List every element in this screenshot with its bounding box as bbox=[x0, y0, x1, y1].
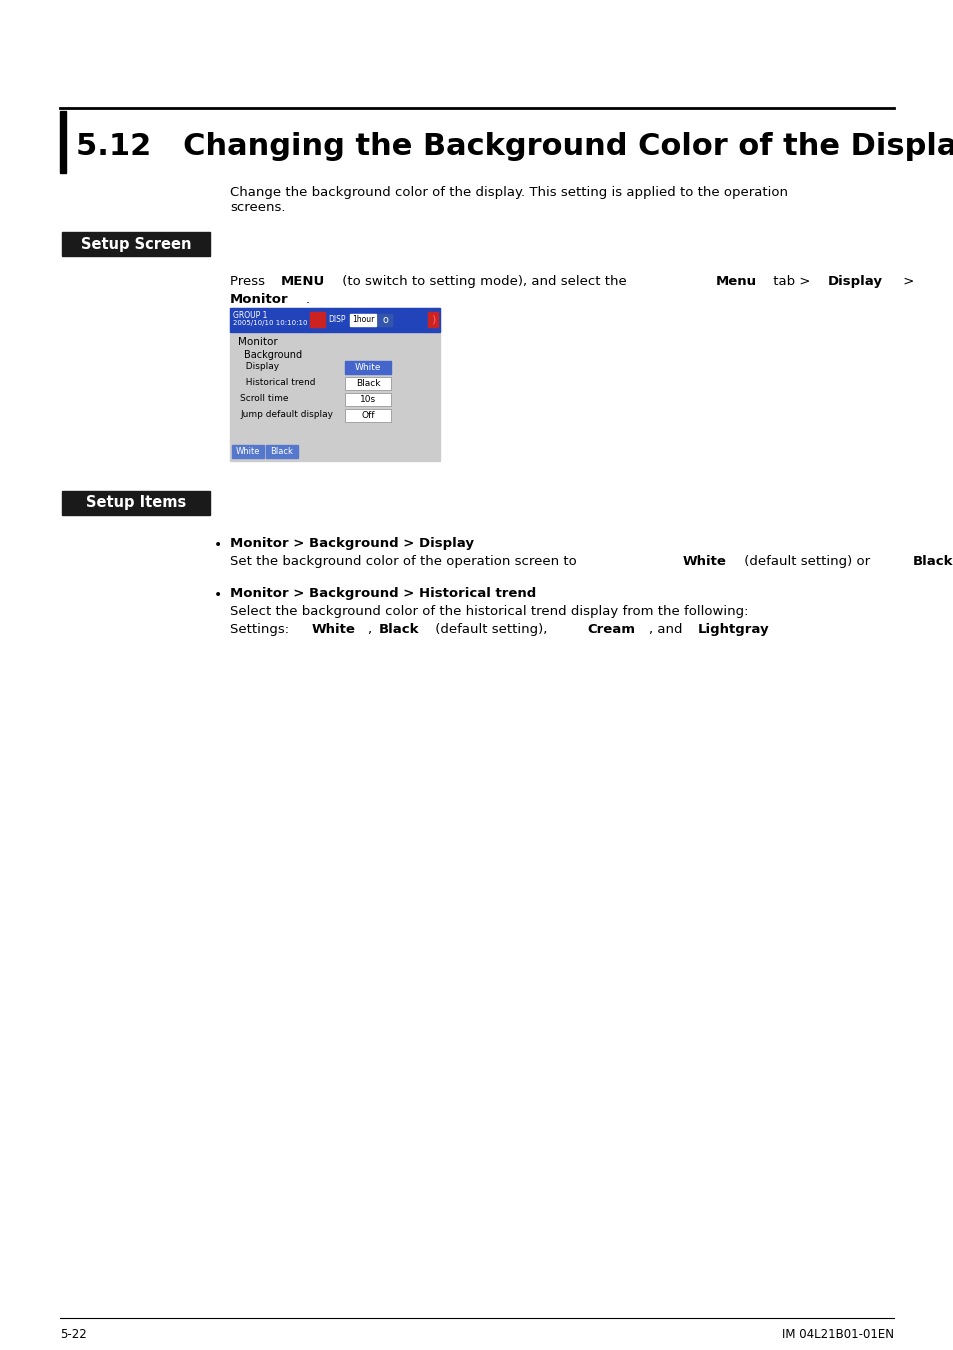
Bar bbox=[62, 491, 210, 514]
Bar bbox=[230, 308, 439, 460]
Text: Set the background color of the operation screen to: Set the background color of the operatio… bbox=[230, 555, 580, 568]
Text: Select the background color of the historical trend display from the following:: Select the background color of the histo… bbox=[230, 605, 748, 618]
Text: MENU: MENU bbox=[280, 275, 325, 288]
Text: Lightgray: Lightgray bbox=[697, 622, 768, 636]
Bar bbox=[60, 111, 66, 173]
Text: (to switch to setting mode), and select the: (to switch to setting mode), and select … bbox=[337, 275, 630, 288]
Text: IM 04L21B01-01EN: IM 04L21B01-01EN bbox=[781, 1328, 893, 1341]
Bar bbox=[345, 377, 391, 390]
Text: ,: , bbox=[368, 622, 376, 636]
Text: Monitor: Monitor bbox=[230, 293, 289, 306]
Text: White: White bbox=[682, 555, 726, 568]
Text: Historical trend: Historical trend bbox=[240, 378, 315, 387]
Text: Monitor > Background > Historical trend: Monitor > Background > Historical trend bbox=[230, 587, 536, 599]
Text: Black: Black bbox=[912, 555, 952, 568]
Text: (default setting) or: (default setting) or bbox=[739, 555, 873, 568]
Text: Black: Black bbox=[271, 447, 294, 456]
Text: .: . bbox=[305, 293, 310, 306]
Text: Menu: Menu bbox=[715, 275, 756, 288]
Bar bbox=[345, 409, 391, 423]
Text: Cream: Cream bbox=[586, 622, 635, 636]
Text: Monitor: Monitor bbox=[237, 338, 277, 347]
Text: 2005/10/10 10:10:10: 2005/10/10 10:10:10 bbox=[233, 320, 307, 325]
Text: 5.12   Changing the Background Color of the Display: 5.12 Changing the Background Color of th… bbox=[76, 132, 953, 161]
Text: Scroll time: Scroll time bbox=[240, 394, 288, 404]
Text: Press: Press bbox=[230, 275, 269, 288]
Text: Display: Display bbox=[827, 275, 882, 288]
Text: 1hour: 1hour bbox=[352, 316, 374, 324]
Bar bbox=[62, 232, 210, 256]
Text: , and: , and bbox=[648, 622, 686, 636]
Text: White: White bbox=[312, 622, 355, 636]
Text: Black: Black bbox=[378, 622, 419, 636]
Bar bbox=[350, 315, 375, 325]
Text: ): ) bbox=[431, 315, 435, 325]
Bar bbox=[230, 308, 439, 332]
Text: (default setting),: (default setting), bbox=[431, 622, 552, 636]
Text: Display: Display bbox=[240, 362, 279, 371]
Text: Jump default display: Jump default display bbox=[240, 410, 333, 418]
Text: 10s: 10s bbox=[359, 396, 375, 404]
Text: o: o bbox=[381, 315, 388, 325]
Text: Change the background color of the display. This setting is applied to the opera: Change the background color of the displ… bbox=[230, 186, 787, 215]
Text: •: • bbox=[213, 539, 222, 552]
Text: Off: Off bbox=[361, 410, 375, 420]
Bar bbox=[232, 446, 264, 458]
Text: GROUP 1: GROUP 1 bbox=[233, 310, 267, 320]
Text: tab >: tab > bbox=[768, 275, 814, 288]
Text: Settings:: Settings: bbox=[230, 622, 294, 636]
Text: ■: ■ bbox=[313, 315, 320, 324]
Text: •: • bbox=[213, 589, 222, 602]
Bar bbox=[428, 312, 437, 327]
Text: White: White bbox=[235, 447, 260, 456]
Text: Black: Black bbox=[355, 379, 380, 387]
Text: >: > bbox=[898, 275, 913, 288]
Text: Setup Items: Setup Items bbox=[86, 495, 186, 510]
Bar bbox=[310, 312, 325, 327]
Bar bbox=[345, 360, 391, 374]
Bar bbox=[266, 446, 297, 458]
Text: Background: Background bbox=[244, 350, 302, 360]
Text: 5-22: 5-22 bbox=[60, 1328, 87, 1341]
Bar bbox=[345, 393, 391, 406]
Text: Monitor > Background > Display: Monitor > Background > Display bbox=[230, 537, 474, 549]
Bar bbox=[377, 315, 392, 325]
Text: DISP: DISP bbox=[328, 316, 345, 324]
Text: Setup Screen: Setup Screen bbox=[81, 236, 191, 251]
Text: White: White bbox=[355, 363, 381, 373]
